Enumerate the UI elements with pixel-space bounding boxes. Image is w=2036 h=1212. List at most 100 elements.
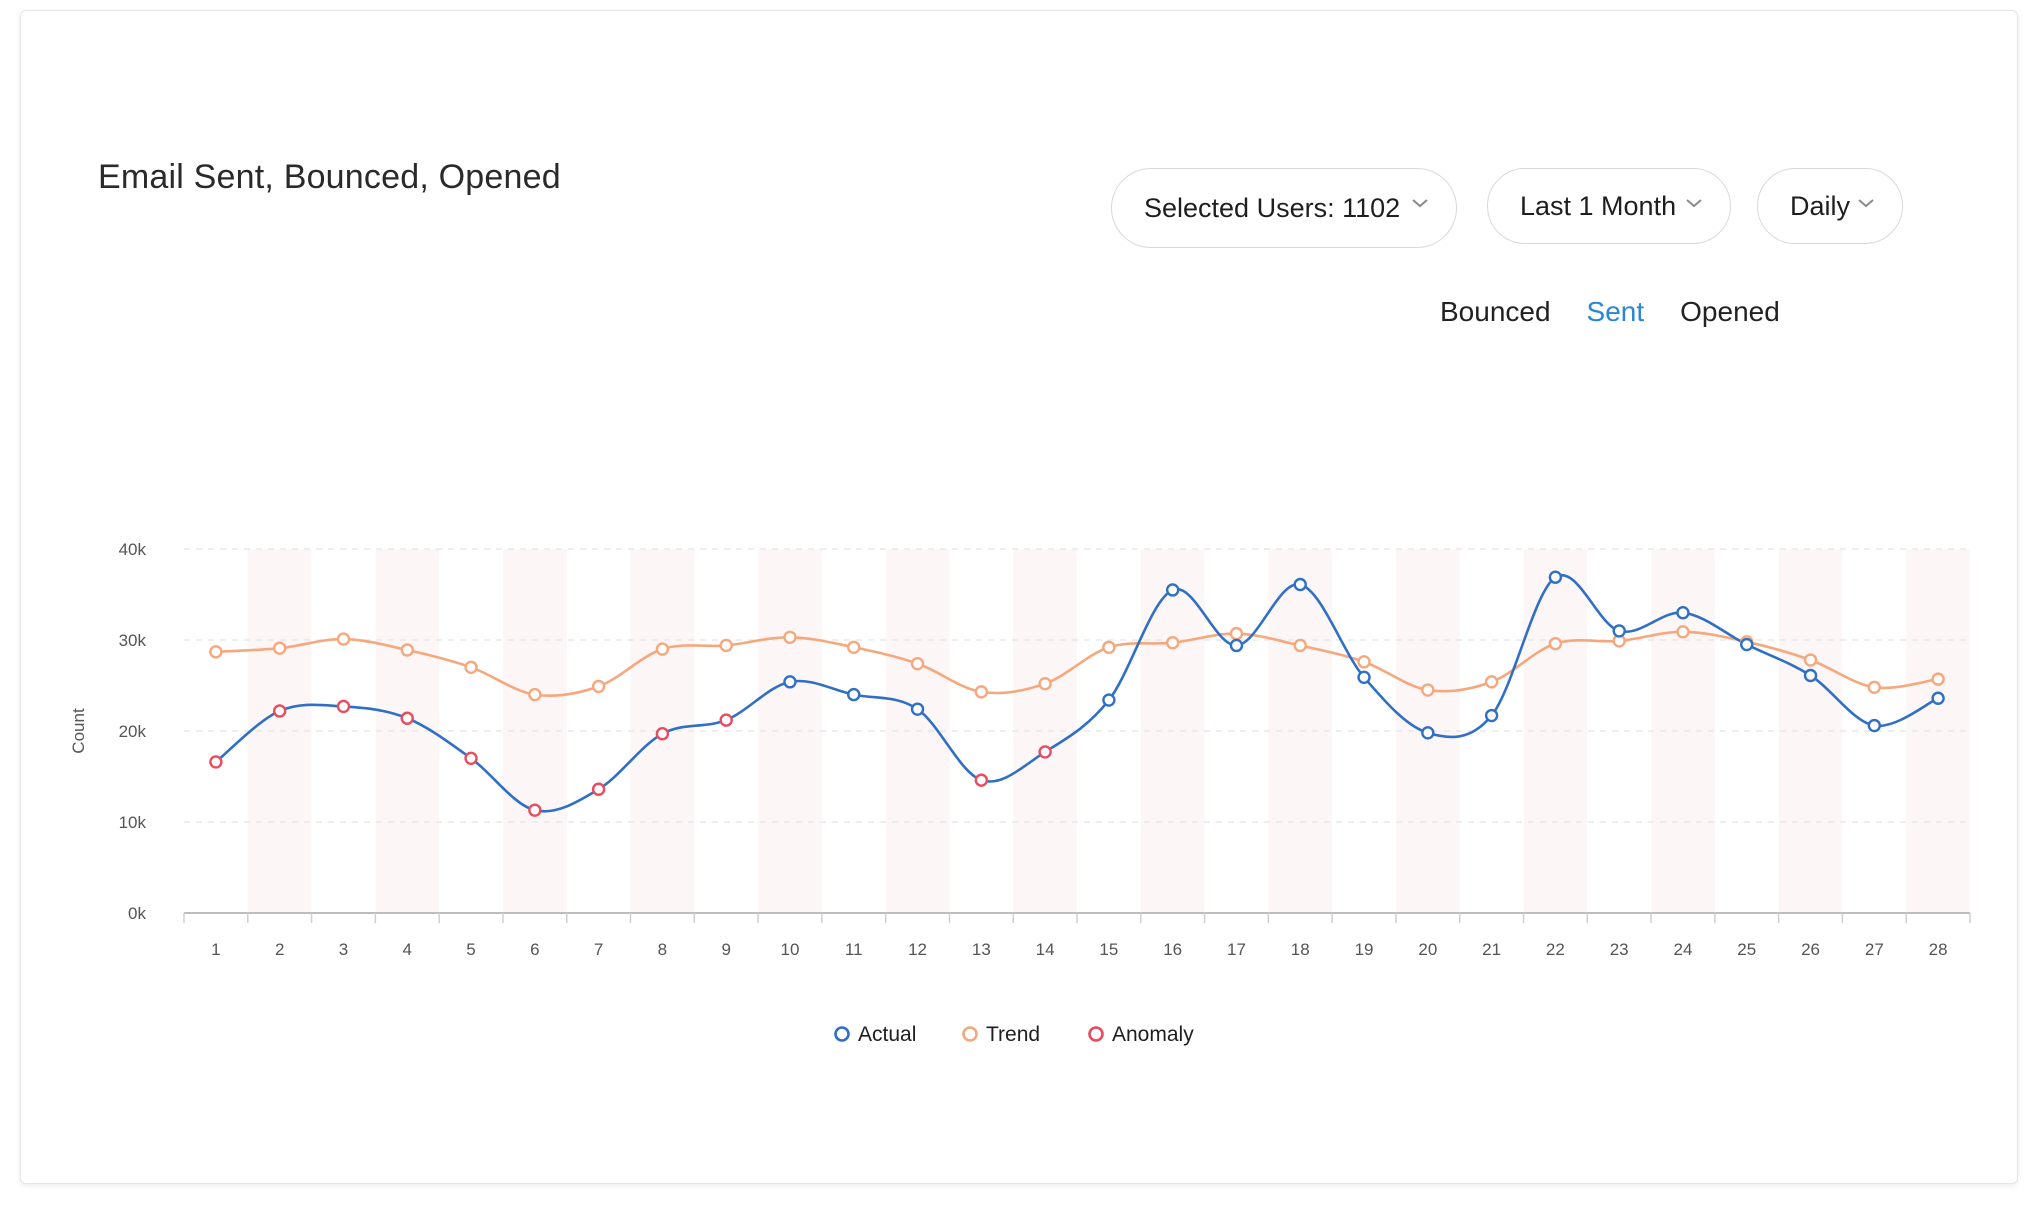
actual-point	[1676, 606, 1690, 620]
actual-point	[1165, 583, 1180, 597]
trend-point	[655, 642, 670, 656]
trend-point	[1102, 640, 1116, 654]
legend-marker	[1088, 1026, 1104, 1042]
x-tick-label: 11	[845, 940, 863, 959]
tab-sent[interactable]: Sent	[1586, 296, 1645, 327]
x-tick-label: 24	[1674, 940, 1693, 959]
x-tick-label: 25	[1737, 940, 1756, 959]
trend-point	[719, 638, 733, 653]
trend-point	[272, 641, 287, 655]
x-tick-label: 23	[1610, 940, 1629, 959]
date-range-dropdown[interactable]: Last 1 Month	[1487, 168, 1731, 244]
anomaly-point	[655, 727, 670, 741]
trend-point	[974, 685, 989, 699]
actual-point	[1740, 637, 1754, 652]
x-tick-label: 5	[466, 940, 475, 959]
selected-users-dropdown[interactable]: Selected Users: 1102	[1111, 168, 1457, 248]
x-tick-label: 10	[781, 940, 800, 959]
trend-point	[1421, 683, 1435, 697]
legend-marker	[962, 1026, 978, 1042]
tab-bounced[interactable]: Bounced	[1440, 296, 1551, 327]
x-tick-label: 20	[1418, 940, 1437, 959]
actual-point	[783, 675, 797, 689]
x-tick-label: 6	[530, 940, 539, 959]
actual-point	[1357, 670, 1371, 685]
actual-point	[1803, 668, 1818, 683]
x-tick-label: 26	[1801, 940, 1820, 959]
y-tick-label: 30k	[119, 631, 147, 650]
anomaly-point	[400, 711, 414, 725]
granularity-dropdown[interactable]: Daily	[1757, 168, 1903, 244]
trend-point	[400, 643, 414, 657]
chart-title: Email Sent, Bounced, Opened	[98, 158, 561, 196]
trend-point	[1867, 680, 1882, 695]
trend-point	[1548, 636, 1563, 651]
trend-point	[783, 630, 797, 644]
trend-point	[1293, 638, 1307, 653]
x-tick-label: 14	[1036, 940, 1055, 959]
actual-point	[910, 702, 925, 716]
chevron-down-icon	[1412, 199, 1428, 208]
trend-point	[847, 640, 861, 654]
trend-point	[1676, 625, 1690, 639]
chevron-down-icon	[1686, 199, 1702, 208]
actual-point	[847, 687, 861, 702]
anomaly-point	[1038, 745, 1052, 759]
legend-label: Trend	[986, 1023, 1040, 1046]
trend-point	[1803, 653, 1818, 667]
trend-point	[1165, 636, 1180, 650]
tab-opened[interactable]: Opened	[1680, 296, 1780, 327]
y-tick-label: 0k	[128, 904, 146, 923]
date-range-label: Last 1 Month	[1520, 190, 1677, 221]
trend-point	[336, 632, 351, 646]
anomaly-point	[464, 751, 478, 765]
x-tick-label: 3	[339, 940, 348, 959]
x-tick-label: 2	[275, 940, 284, 959]
trend-point	[528, 687, 542, 702]
anomaly-point	[528, 803, 542, 817]
trend-line	[215, 630, 1939, 698]
y-tick-label: 20k	[119, 722, 147, 741]
x-tick-label: 17	[1227, 940, 1246, 959]
anomaly-point	[272, 704, 287, 718]
actual-point	[1484, 708, 1499, 723]
y-tick-label: 40k	[119, 540, 147, 559]
x-tick-label: 18	[1291, 940, 1310, 959]
trend-point	[591, 679, 606, 694]
actual-point	[1612, 624, 1626, 638]
legend-label: Anomaly	[1112, 1023, 1194, 1046]
legend-marker	[834, 1026, 850, 1042]
x-tick-label: 1	[211, 940, 220, 959]
trend-point	[910, 656, 925, 671]
actual-point	[1867, 718, 1882, 733]
anomaly-point	[209, 755, 223, 769]
chevron-down-icon	[1858, 199, 1874, 208]
x-tick-label: 28	[1929, 940, 1948, 959]
actual-point	[1102, 693, 1116, 707]
trend-point	[209, 645, 223, 659]
legend-label: Actual	[858, 1023, 916, 1046]
x-tick-label: 19	[1355, 940, 1374, 959]
column-band	[1013, 549, 1077, 913]
actual-point	[1229, 638, 1244, 653]
x-tick-label: 9	[721, 940, 730, 959]
anomaly-point	[336, 699, 351, 714]
anomaly-point	[719, 713, 733, 727]
trend-point	[1038, 676, 1052, 691]
actual-point	[1421, 726, 1435, 740]
x-tick-label: 27	[1865, 940, 1884, 959]
x-tick-label: 22	[1546, 940, 1565, 959]
x-tick-label: 21	[1482, 940, 1501, 959]
anomaly-point	[974, 773, 989, 787]
y-axis-label: Count	[69, 708, 88, 754]
x-tick-label: 13	[972, 940, 991, 959]
trend-point	[464, 660, 478, 674]
x-tick-label: 15	[1099, 940, 1118, 959]
actual-point	[1293, 577, 1307, 592]
actual-point	[1548, 570, 1563, 584]
metric-tabs: Bounced Sent Opened	[1440, 296, 1780, 328]
anomaly-point	[591, 782, 606, 796]
x-tick-label: 8	[658, 940, 667, 959]
y-tick-label: 10k	[119, 813, 147, 832]
